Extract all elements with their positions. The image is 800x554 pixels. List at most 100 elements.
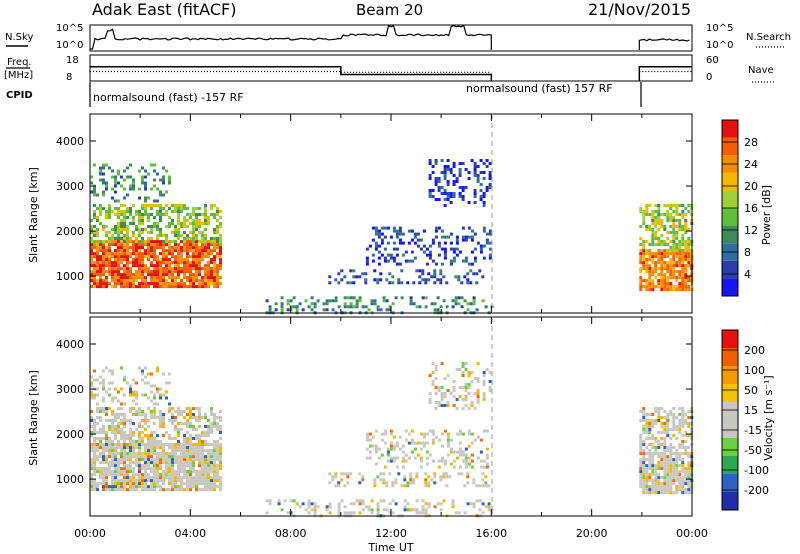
echo-cell <box>180 467 183 471</box>
echo-cell <box>437 438 441 442</box>
echo-cell <box>204 246 207 250</box>
echo-cell <box>192 255 195 259</box>
echo-cell <box>150 461 153 465</box>
echo-cell <box>645 470 649 474</box>
echo-cell <box>301 502 305 506</box>
echo-cell <box>192 237 195 240</box>
echo-cell <box>198 410 201 413</box>
echo-cell <box>642 246 646 249</box>
echo-cell <box>452 404 456 407</box>
echo-cell <box>467 392 471 395</box>
freq-left-tick-top: 18 <box>66 55 79 66</box>
echo-cell <box>186 449 189 453</box>
echo-cell <box>672 261 676 265</box>
echo-cell <box>147 252 150 256</box>
echo-cell <box>132 390 135 394</box>
echo-cell <box>684 288 688 292</box>
echo-cell <box>171 273 174 277</box>
echo-cell <box>409 296 413 300</box>
echo-cell <box>645 285 649 289</box>
echo-cell <box>383 259 387 263</box>
echo-cell <box>132 482 135 486</box>
echo-cell <box>398 226 402 230</box>
echo-cell <box>138 261 141 265</box>
echo-cell <box>385 481 389 485</box>
echo-cell <box>428 256 432 260</box>
echo-cell <box>388 308 392 312</box>
echo-cell <box>365 438 369 442</box>
echo-cell <box>681 491 685 495</box>
echo-cell <box>144 196 147 200</box>
echo-cell <box>413 232 417 236</box>
echo-cell <box>473 189 477 192</box>
echo-cell <box>96 455 99 459</box>
echo-cell <box>144 207 147 210</box>
echo-cell <box>684 446 688 449</box>
echo-cell <box>177 476 180 480</box>
echo-cell <box>114 479 117 483</box>
echo-cell <box>189 276 192 280</box>
echo-cell <box>180 225 183 228</box>
echo-cell <box>114 207 117 210</box>
echo-cell <box>473 259 477 263</box>
echo-cell <box>189 243 192 247</box>
echo-cell <box>457 278 461 282</box>
echo-cell <box>672 470 676 474</box>
echo-cell <box>678 455 682 459</box>
echo-cell <box>138 234 141 237</box>
echo-cell <box>216 264 219 268</box>
echo-cell <box>153 163 156 167</box>
echo-cell <box>141 228 144 231</box>
echo-cell <box>681 243 685 246</box>
echo-cell <box>105 213 108 216</box>
echo-cell <box>135 488 138 492</box>
echo-cell <box>349 502 353 506</box>
echo-cell <box>687 243 691 246</box>
echo-cell <box>180 270 183 274</box>
freq-line-2 <box>638 65 692 81</box>
echo-cell <box>654 237 658 240</box>
echo-cell <box>424 511 428 515</box>
echo-cell <box>681 288 685 292</box>
echo-cell <box>168 243 171 247</box>
echo-cell <box>436 308 440 312</box>
echo-cell <box>96 228 99 231</box>
echo-cell <box>645 428 649 431</box>
echo-cell <box>642 470 646 474</box>
echo-cell <box>138 446 141 450</box>
echo-cell <box>681 479 685 483</box>
echo-cell <box>141 464 144 468</box>
echo-cell <box>418 269 422 273</box>
echo-cell <box>171 467 174 471</box>
echo-cell <box>669 467 673 471</box>
echo-cell <box>672 219 676 222</box>
echo-cell <box>108 204 111 207</box>
echo-cell <box>129 455 132 459</box>
echo-cell <box>123 273 126 277</box>
echo-cell <box>213 419 216 422</box>
echo-cell <box>126 270 129 274</box>
echo-cell <box>153 255 156 259</box>
echo-cell <box>171 446 174 450</box>
echo-cell <box>132 470 135 474</box>
echo-cell <box>639 485 643 489</box>
echo-cell <box>484 475 488 479</box>
echo-cell <box>111 413 114 416</box>
echo-cell <box>434 386 438 389</box>
echo-cell <box>90 425 93 428</box>
echo-cell <box>153 243 156 247</box>
echo-cell <box>120 422 123 425</box>
echo-cell <box>301 308 305 312</box>
echo-cell <box>639 261 643 265</box>
echo-cell <box>177 407 180 410</box>
echo-cell <box>168 285 171 289</box>
echo-cell <box>180 210 183 213</box>
echo-cell <box>434 226 438 230</box>
echo-cell <box>663 461 667 465</box>
echo-cell <box>135 413 138 416</box>
echo-cell <box>162 416 165 419</box>
echo-cell <box>120 479 123 483</box>
echo-cell <box>102 193 105 197</box>
echo-cell <box>458 432 462 436</box>
echo-cell <box>449 168 453 171</box>
